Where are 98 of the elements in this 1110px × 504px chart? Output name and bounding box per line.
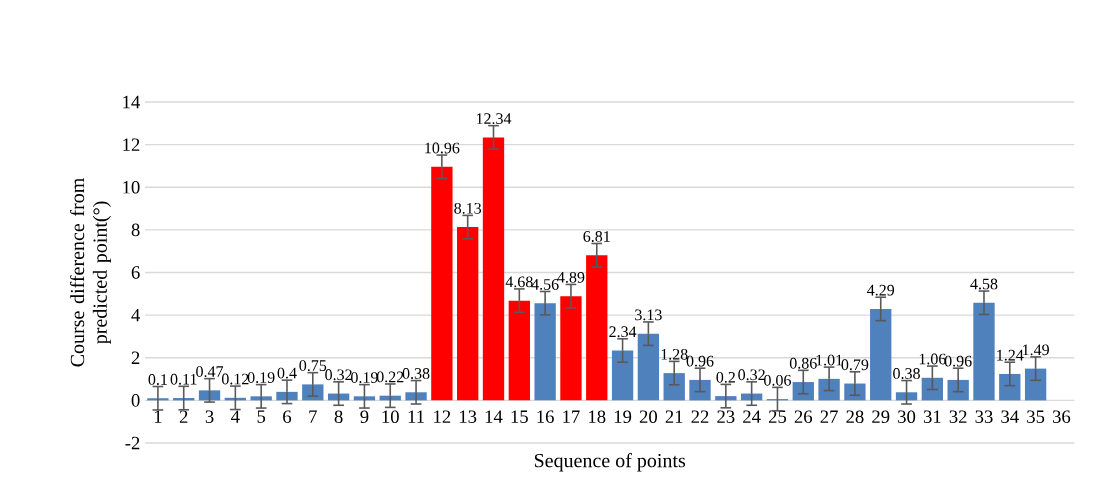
data-label: 3.13: [635, 309, 662, 321]
x-tick-label: 21: [665, 410, 683, 423]
x-tick-label: 34: [1001, 410, 1019, 423]
x-tick-label: 10: [382, 410, 399, 424]
data-label: 0.1: [148, 374, 167, 385]
y-tick-label: 8: [131, 223, 140, 237]
data-label: 4.29: [867, 284, 895, 296]
bar: [405, 392, 427, 401]
x-tick-label: 13: [459, 410, 477, 423]
x-tick-label: 32: [949, 410, 967, 423]
x-tick-label: 28: [846, 410, 864, 424]
bar: [560, 296, 582, 401]
y-tick-label: 14: [123, 95, 141, 109]
data-label: 0.19: [351, 372, 378, 384]
y-tick-label: 12: [123, 138, 140, 151]
x-tick-label: 19: [614, 410, 632, 423]
bar: [1024, 368, 1047, 401]
data-label: 0.32: [325, 369, 352, 381]
bar: [431, 166, 453, 401]
x-axis-title: Sequence of points: [534, 453, 686, 472]
bar: [921, 377, 944, 401]
x-tick-label: 22: [691, 410, 709, 423]
data-label: 0.06: [764, 374, 791, 386]
x-tick-label: 16: [537, 410, 554, 423]
x-tick-label: 2: [179, 410, 188, 423]
x-tick-label: 23: [717, 410, 735, 423]
data-label: 10.96: [425, 142, 460, 154]
x-tick-label: 25: [768, 410, 787, 423]
x-tick-label: 14: [485, 410, 503, 423]
bar: [353, 396, 376, 401]
x-tick-label: 1: [154, 410, 162, 423]
x-tick-label: 29: [872, 410, 890, 423]
y-tick-label: -2: [125, 436, 140, 450]
data-label: 0.4: [277, 367, 297, 379]
data-label: 4.58: [970, 278, 998, 290]
x-tick-label: 8: [334, 410, 343, 424]
x-tick-label: 26: [794, 410, 813, 423]
data-label: 0.19: [247, 372, 275, 384]
bar: [250, 396, 272, 401]
bar: [973, 302, 995, 401]
x-tick-label: 15: [511, 410, 528, 423]
bar: [611, 350, 634, 401]
y-tick-label: 6: [131, 266, 140, 279]
x-tick-label: 18: [589, 410, 606, 424]
bar: [586, 255, 608, 401]
data-label: 0.38: [402, 368, 430, 379]
x-tick-label: 27: [820, 410, 838, 423]
x-tick-label: 9: [360, 410, 369, 423]
data-label: 0.22: [376, 371, 404, 383]
data-label: 0.79: [841, 359, 869, 371]
data-label: 1.01: [816, 354, 843, 366]
x-tick-label: 6: [283, 410, 292, 423]
data-label: 4.56: [531, 279, 559, 290]
data-label: 0.11: [170, 373, 197, 385]
x-tick-label: 36: [1052, 410, 1071, 423]
x-tick-label: 7: [309, 410, 317, 423]
x-tick-label: 4: [231, 410, 240, 423]
y-tick-label: 0: [131, 394, 140, 407]
x-tick-label: 31: [923, 410, 941, 423]
data-label: 4.68: [505, 276, 533, 288]
bar: [482, 137, 505, 401]
data-label: 0.96: [686, 355, 714, 367]
x-tick-label: 12: [434, 410, 451, 423]
data-label: 0.96: [944, 355, 972, 367]
y-tick-label: 2: [131, 351, 140, 364]
data-label: 8.13: [454, 202, 482, 214]
data-label: 0.32: [738, 369, 765, 381]
data-label: 1.28: [661, 348, 688, 360]
data-label: 0.12: [221, 373, 249, 385]
x-tick-label: 35: [1027, 410, 1045, 423]
bar: [663, 373, 685, 401]
x-tick-label: 24: [743, 410, 761, 423]
y-tick-label: 10: [123, 180, 140, 194]
bar: [895, 392, 918, 401]
x-tick-label: 30: [898, 410, 916, 424]
data-label: 6.81: [583, 231, 610, 242]
x-tick-label: 20: [639, 410, 658, 424]
data-label: 1.49: [1023, 344, 1049, 356]
x-tick-label: 11: [408, 410, 424, 423]
data-label: 0.86: [789, 357, 817, 369]
data-label: 0.2: [716, 371, 735, 383]
bar: [999, 373, 1021, 401]
bar: [637, 333, 660, 401]
bar: [508, 300, 530, 401]
data-label: 12.34: [476, 113, 512, 125]
data-label: 0.38: [893, 368, 920, 379]
data-label: 4.89: [557, 271, 585, 283]
data-label: 1.24: [997, 349, 1024, 361]
x-tick-label: 5: [257, 410, 266, 423]
bar: [870, 308, 892, 401]
x-tick-label: 17: [563, 410, 580, 423]
y-tick-label: 4: [131, 308, 141, 322]
y-axis-title: Course difference from predicted point(°): [69, 178, 111, 367]
x-tick-label: 3: [205, 410, 214, 423]
bar: [457, 227, 479, 401]
x-tick-label: 33: [975, 410, 993, 423]
data-label: 2.34: [609, 326, 637, 338]
bar: [534, 303, 556, 401]
